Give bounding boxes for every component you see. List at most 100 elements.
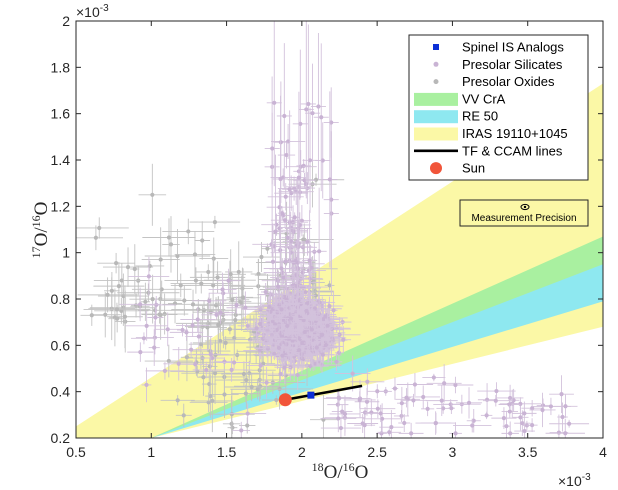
presolar-silicate-point-dot [226, 278, 231, 283]
presolar-silicate-point [396, 372, 434, 396]
presolar-oxide-point [102, 247, 154, 287]
x-tick-label: 1 [147, 444, 155, 460]
presolar-silicate-point-dot [320, 352, 325, 357]
presolar-oxide-point-dot [178, 283, 183, 288]
presolar-silicate-point-dot [301, 318, 306, 323]
presolar-silicate-point [267, 347, 282, 361]
x-tick-label: 3 [449, 444, 457, 460]
presolar-silicate-point-dot [180, 327, 185, 333]
presolar-oxide-point-dot [115, 316, 120, 321]
presolar-silicate-point-dot [411, 398, 416, 403]
presolar-silicate-point-dot [314, 345, 319, 350]
presolar-oxide-point-dot [274, 397, 279, 403]
presolar-oxide-point-dot [122, 314, 128, 319]
presolar-silicate-point-dot [518, 401, 523, 406]
presolar-silicate-point-dot [378, 411, 383, 416]
presolar-silicate-point-dot [146, 274, 152, 279]
presolar-silicate-point-dot [336, 416, 341, 421]
presolar-silicate-point [264, 305, 287, 343]
presolar-silicate-point-dot [165, 327, 170, 332]
x-tick-label: 2.5 [367, 444, 387, 460]
presolar-silicate-point-dot [270, 146, 275, 151]
presolar-silicate-point-dot [350, 371, 355, 376]
presolar-silicate-point [365, 404, 396, 423]
presolar-oxide-point-dot [243, 391, 248, 396]
presolar-silicate-point [180, 306, 216, 333]
presolar-oxide-point [189, 261, 246, 294]
presolar-oxide-point-dot [207, 364, 212, 369]
presolar-silicate-point-dot [204, 367, 209, 373]
presolar-oxide-point [215, 249, 246, 300]
presolar-oxide-point-dot [210, 398, 215, 404]
presolar-oxide-point [89, 292, 121, 338]
y-tick-label: 1.4 [51, 152, 71, 168]
presolar-silicate-point [237, 320, 258, 332]
presolar-oxide-point-dot [216, 322, 221, 328]
presolar-silicate-point-dot [239, 428, 244, 433]
presolar-oxide-point-dot [228, 272, 233, 277]
presolar-silicate-point-dot [284, 152, 289, 158]
presolar-silicate-point [302, 210, 318, 311]
presolar-silicate-point-dot [375, 406, 380, 411]
presolar-silicate-point-dot [152, 335, 157, 340]
y-axis-label: 17O/16O [29, 202, 52, 259]
presolar-silicate-point-dot [323, 342, 329, 348]
presolar-silicate-point [400, 393, 427, 407]
presolar-oxide-point-dot [168, 242, 174, 247]
presolar-oxide-point [171, 299, 226, 320]
presolar-silicate-point-dot [563, 431, 568, 436]
presolar-silicate-point-dot [365, 379, 370, 384]
presolar-silicate-point-dot [207, 298, 212, 303]
presolar-silicate-point-dot [334, 359, 339, 364]
presolar-silicate-point-dot [507, 409, 512, 414]
presolar-oxide-point-dot [233, 312, 238, 317]
presolar-silicate-point-dot [258, 363, 263, 368]
y-tick-label: 0.4 [51, 384, 71, 400]
presolar-silicate-point-dot [144, 323, 149, 328]
presolar-silicate-point [247, 361, 275, 370]
presolar-silicate-point [163, 347, 195, 381]
presolar-silicate-point [208, 272, 237, 307]
presolar-silicate-point [501, 404, 518, 419]
presolar-silicate-point-dot [507, 402, 512, 407]
presolar-silicate-point-dot [362, 423, 367, 428]
presolar-silicate-point [545, 418, 585, 438]
presolar-silicate-point [455, 387, 483, 419]
presolar-silicate-point-dot [279, 307, 284, 312]
presolar-silicate-point-dot [375, 389, 380, 394]
x-axis-label: 18O/16O [312, 460, 369, 483]
legend-item-sun-label: Sun [462, 161, 485, 176]
presolar-silicate-point [311, 187, 327, 315]
presolar-silicate-point [447, 402, 455, 415]
presolar-silicate-point [549, 419, 590, 428]
presolar-oxide-point-dot [218, 338, 223, 344]
y-tick-label: 0.6 [51, 337, 71, 353]
presolar-silicate-point-dot [530, 423, 535, 428]
presolar-silicate-point-dot [520, 421, 525, 426]
presolar-silicate-point [260, 283, 271, 301]
presolar-silicate-point-dot [282, 113, 287, 119]
presolar-oxide-point [243, 242, 280, 273]
presolar-oxide-point [192, 336, 259, 350]
presolar-silicate-point [216, 268, 241, 293]
presolar-silicate-point [274, 291, 289, 328]
presolar-silicate-point [334, 355, 371, 392]
presolar-silicate-point-dot [274, 327, 279, 333]
presolar-silicate-point-dot [387, 430, 392, 435]
presolar-silicate-point [425, 385, 458, 417]
presolar-silicate-point-dot [327, 304, 332, 309]
y-tick-label: 2 [62, 13, 70, 29]
presolar-silicate-point-dot [336, 350, 342, 355]
presolar-silicate-point-dot [275, 284, 281, 289]
presolar-oxide-point-dot [109, 288, 114, 293]
presolar-silicate-point-dot [264, 380, 269, 385]
presolar-silicate-point-dot [364, 399, 370, 404]
presolar-oxide-point [141, 227, 180, 292]
presolar-silicate-point-dot [308, 364, 313, 369]
presolar-oxide-point [104, 272, 120, 310]
presolar-oxide-point [217, 302, 253, 338]
y-tick-label: 0.8 [51, 291, 71, 307]
presolar-oxide-point-dot [230, 297, 235, 302]
presolar-silicate-point [280, 243, 291, 280]
presolar-silicate-point [302, 107, 318, 213]
